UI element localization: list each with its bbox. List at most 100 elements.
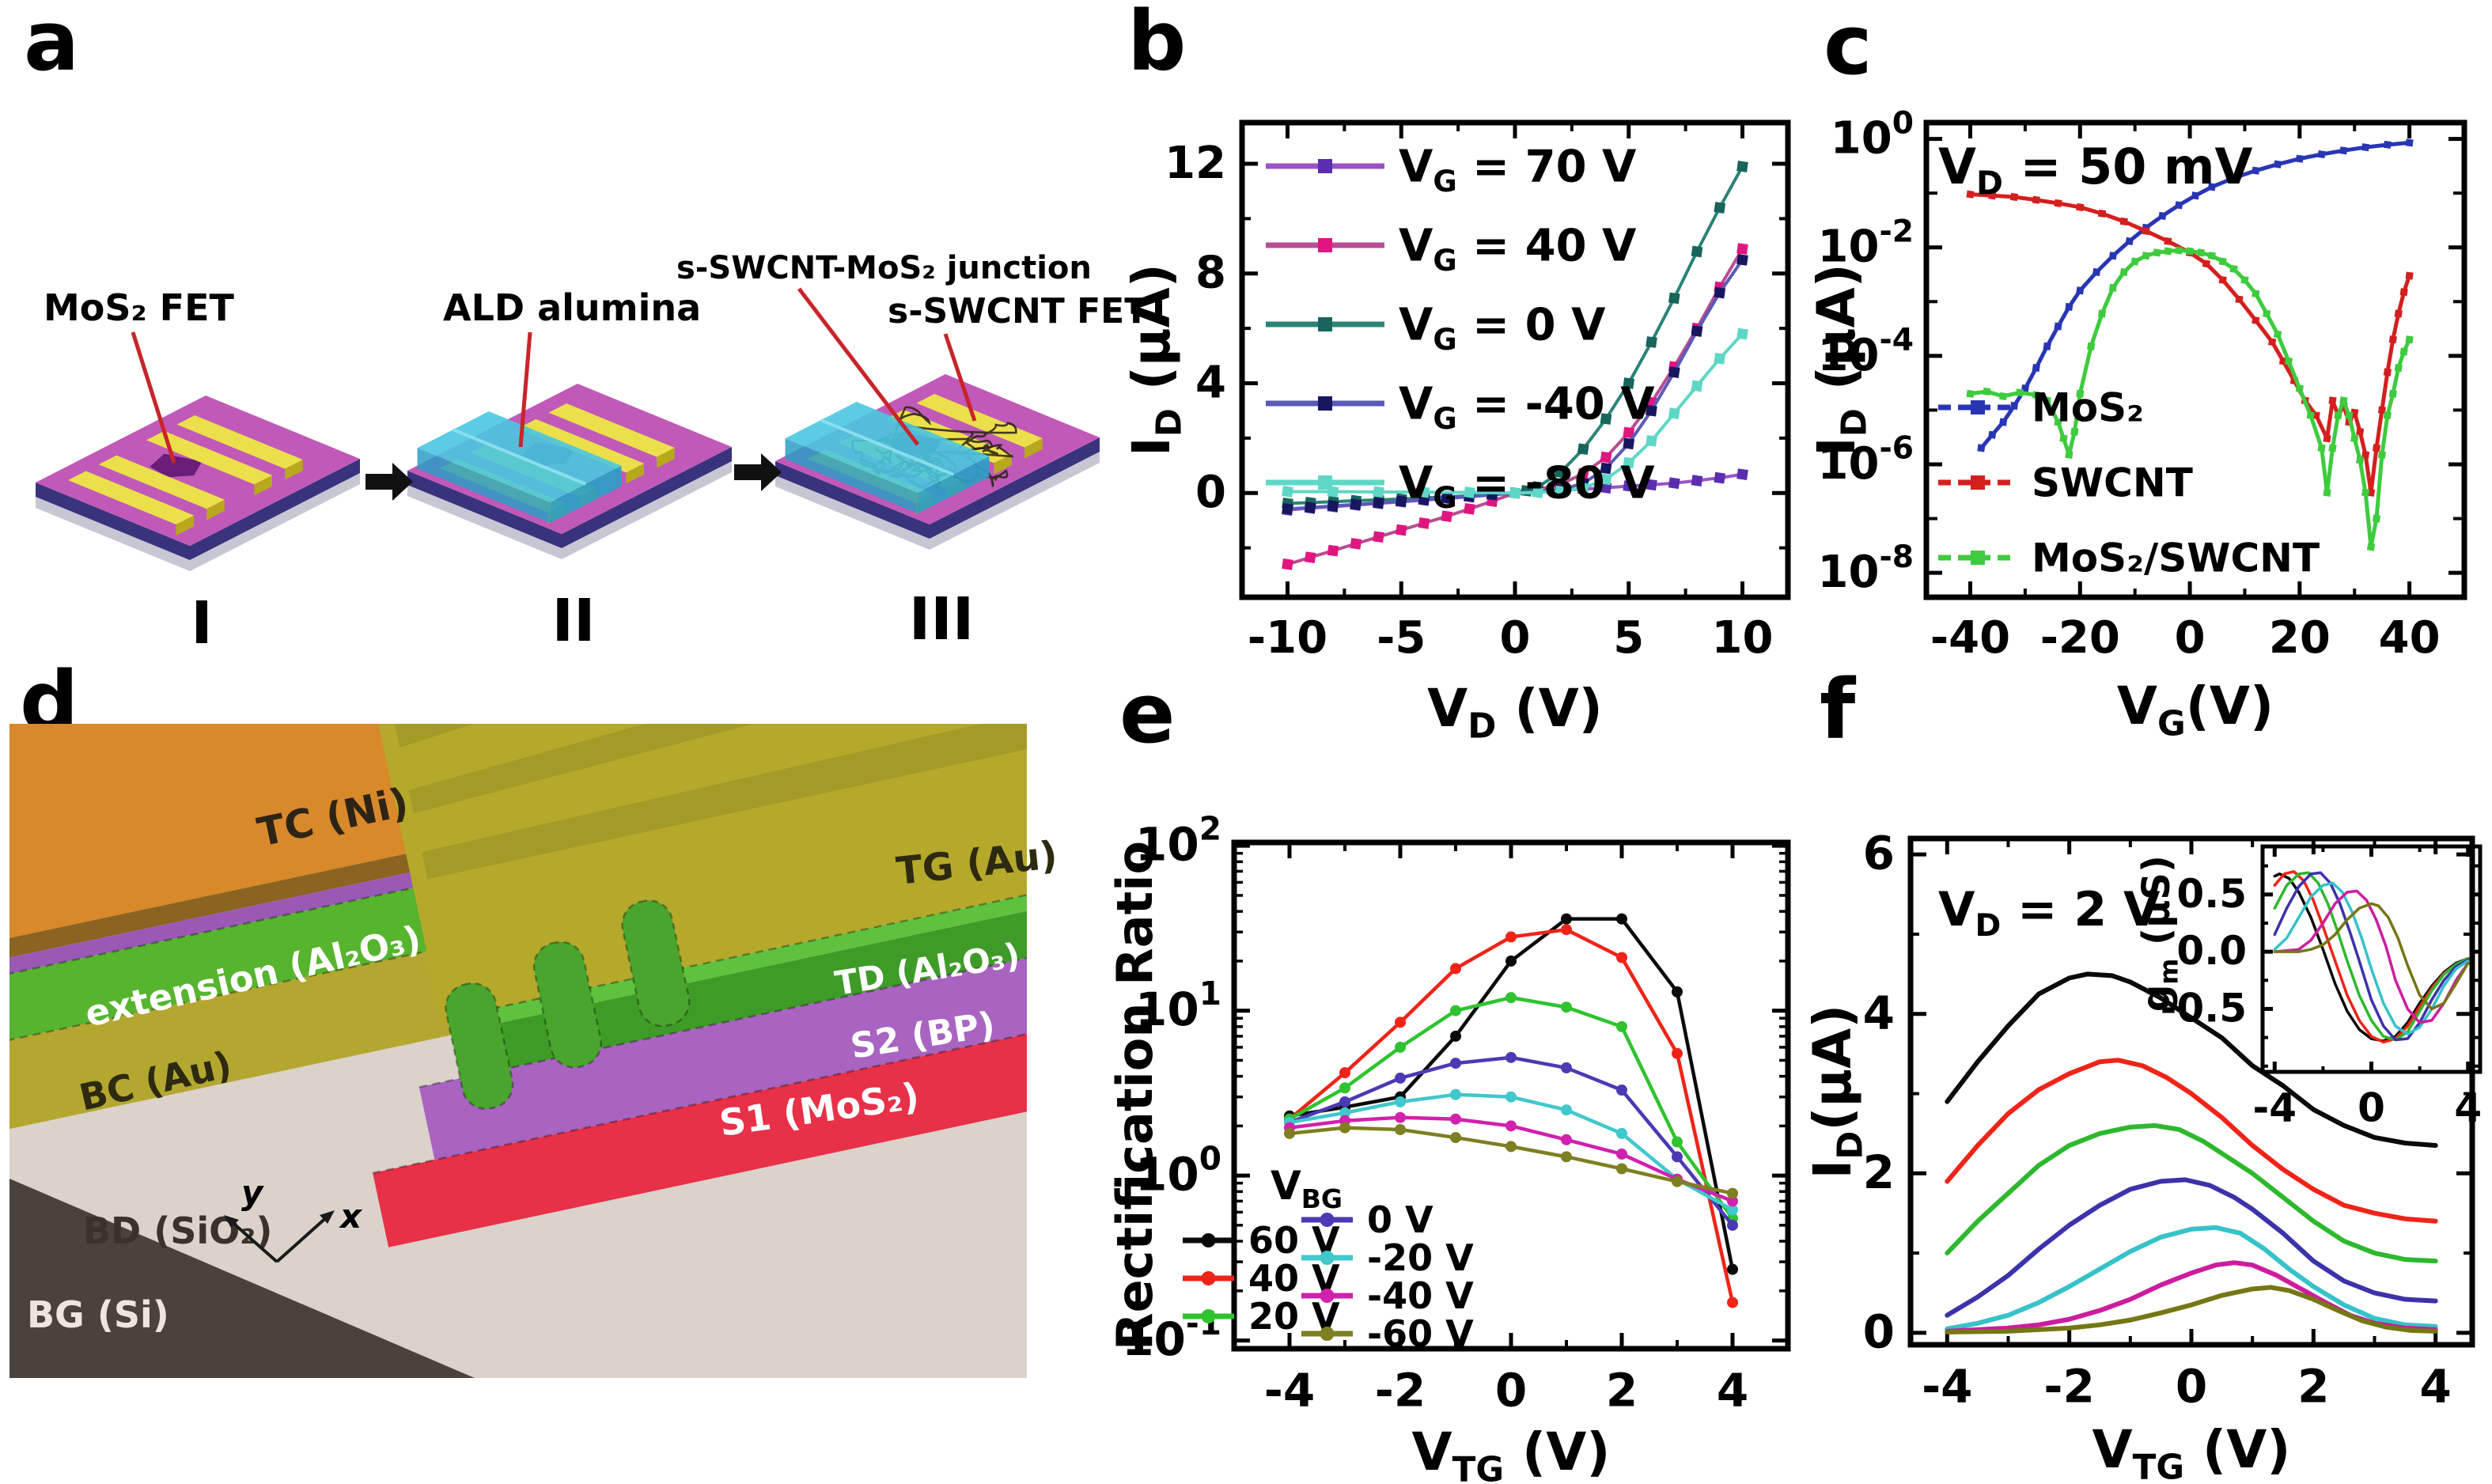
- series-line-gm-5: [2273, 881, 2470, 1036]
- series-line-gm-2: [2273, 870, 2470, 1044]
- series-line-VG = -80 V: [1286, 332, 1744, 495]
- x-tick-label: -5: [1377, 612, 1426, 664]
- y-axis-label: ID (μA): [1121, 263, 1190, 456]
- x-tick-label: 0: [2358, 1085, 2385, 1131]
- y-tick-label: 0: [1863, 1304, 1895, 1358]
- pointer-line-mos2: [131, 331, 176, 464]
- x-tick-label: -4: [2253, 1085, 2297, 1131]
- chart-antiambipolar: -4 -2 0 2 4 0 2 4 6 VTG (V) ID(μA) VD = 2 V -4 0 4 0.5 0…: [1802, 827, 2483, 1484]
- series-group: [1284, 913, 1738, 1308]
- y-tick-label: 101: [1135, 975, 1221, 1036]
- step-numeral-1: I: [191, 589, 213, 657]
- legend-label: VG = -80 V: [1399, 458, 1655, 515]
- legend-label: VG = -40 V: [1399, 379, 1655, 436]
- y-tick-label: 0.0: [2176, 928, 2247, 974]
- y-tick-label: 4: [1863, 986, 1895, 1039]
- legend-label: VG = 0 V: [1399, 300, 1606, 357]
- pointer-line-ald: [518, 331, 532, 448]
- y-tick-label: 102: [1135, 810, 1221, 872]
- panel-label-a: a: [24, 0, 80, 89]
- series-line-VBG = 20 V: [1287, 995, 1735, 1221]
- x-axis-label: VTG (V): [1412, 1422, 1611, 1484]
- x-tick-label: 2: [1606, 1364, 1638, 1418]
- y-tick-label: 12: [1165, 138, 1226, 189]
- annotation: VD = 50 mV: [1938, 138, 2253, 203]
- panel-label-b: b: [1127, 0, 1187, 89]
- stack-drawing: [9, 724, 1027, 1378]
- y-tick-label: -0.5: [2161, 985, 2247, 1031]
- legend-label: -60 V: [1367, 1312, 1474, 1355]
- series-line-curve-2: [1945, 1058, 2438, 1224]
- device-II: [407, 384, 732, 559]
- y-tick-label: 10-4: [1818, 323, 1914, 381]
- x-axis-label: VTG (V): [2092, 1419, 2291, 1484]
- series-line-gm-1: [2273, 872, 2470, 1043]
- pointer-line-swcnt: [943, 333, 977, 422]
- x-tick-label: 5: [1613, 612, 1644, 664]
- layer-label-bg: BG (Si): [27, 1293, 169, 1336]
- y-tick-label: 4: [1195, 357, 1226, 408]
- fabrication-schematic: MoS₂ FET ALD alumina s-SWCNT-MoS₂ juncti…: [36, 250, 1148, 571]
- chart-b: -10 -5 0 5 10 0 4 8 12 VD (V) ID (μA) VG = 70 V VG =…: [1121, 119, 1791, 747]
- series-line-gm-6: [2273, 889, 2470, 1024]
- series-group: [1282, 161, 1748, 570]
- x-tick-label: 4: [2420, 1360, 2452, 1414]
- y-tick-label: 10-2: [1818, 214, 1914, 272]
- series-line-gm-3: [2273, 871, 2470, 1042]
- series-line-gm-7: [2273, 902, 2470, 1011]
- series-line-curve-5: [1945, 1225, 2438, 1331]
- annotation: VBG: [1271, 1163, 1343, 1214]
- chart-e: -4 -2 0 2 4 102 101 100 10-1 VTG (V) Rectification…: [1106, 810, 1791, 1484]
- annotation-junction: s-SWCNT-MoS₂ junction: [676, 250, 1092, 286]
- plot-frame: [1231, 839, 1791, 1352]
- panel-label-f: f: [1820, 661, 1856, 758]
- series-line-gm-4: [2273, 871, 2470, 1042]
- legend-label: VG = 40 V: [1399, 221, 1637, 278]
- x-tick-label: 0: [1500, 612, 1531, 664]
- annotation-ald-alumina: ALD alumina: [443, 286, 701, 329]
- series-line-VBG = -20 V: [1287, 1092, 1735, 1212]
- legend-label: 0 V: [1367, 1198, 1433, 1241]
- annotation-mos2-fet: MoS₂ FET: [44, 286, 235, 329]
- chart-transfer-log: -40 -20 0 20 40 100 10-2 10-4 10-6 10-8 VG(V) ID (μ…: [1806, 105, 2467, 744]
- x-tick-label: 10: [1712, 612, 1774, 664]
- x-tick-label: -4: [1922, 1360, 1972, 1414]
- device-drawings: [36, 374, 1100, 571]
- x-tick-label: -10: [1248, 612, 1327, 664]
- x-tick-label: 0: [2175, 612, 2206, 664]
- annotation: VD = 2 V: [1938, 882, 2161, 944]
- series-line-VBG = -60 V: [1287, 1126, 1735, 1195]
- series-group: [1945, 971, 2438, 1334]
- plot-frame: [1239, 119, 1791, 600]
- series-line-curve-7: [1945, 1285, 2438, 1334]
- annotation-swcnt-fet: s-SWCNT FET: [888, 291, 1148, 331]
- x-tick-label: 20: [2269, 612, 2331, 664]
- step-arrow-2: [734, 453, 782, 491]
- device-stack-3d: TC (Ni)TG (Au)extension (Al₂O₃)BC (Au)TD…: [9, 724, 1059, 1378]
- chart-rectification-ratio: -4 -2 0 2 4 102 101 100 10-1 VTG (V) Rectification…: [1106, 810, 1791, 1484]
- chart-f-inset: -4 0 4 0.5 0.0 -0.5gm (μS): [2134, 844, 2483, 1131]
- x-tick-label: 40: [2379, 612, 2441, 664]
- series-group: [2273, 870, 2470, 1044]
- panel-label-e: e: [1119, 665, 1176, 762]
- y-tick-label: 0: [1195, 467, 1226, 518]
- pointer-line-junction: [797, 287, 919, 446]
- legend-label: VG = 70 V: [1399, 142, 1637, 199]
- coordinate-axes: yx: [224, 1173, 363, 1263]
- legend-label: MoS₂: [2032, 385, 2144, 431]
- x-tick-label: 4: [1717, 1364, 1748, 1418]
- y-tick-label: 8: [1195, 248, 1226, 299]
- y-tick-label: 6: [1863, 827, 1895, 880]
- step-arrow-1: [365, 463, 413, 501]
- y-tick-label: 10-1: [1122, 1304, 1221, 1366]
- series-line-curve-4: [1945, 1177, 2438, 1318]
- x-axis-label: VD (V): [1427, 678, 1603, 747]
- legend-label: MoS₂/SWCNT: [2032, 536, 2320, 581]
- plot-frame: [2260, 844, 2483, 1074]
- y-tick-label: 2: [1863, 1145, 1895, 1199]
- y-tick-label: 10-8: [1818, 539, 1914, 598]
- x-tick-label: -40: [1930, 612, 2010, 664]
- x-tick-label: 2: [2297, 1360, 2329, 1414]
- x-tick-label: -20: [2040, 612, 2120, 664]
